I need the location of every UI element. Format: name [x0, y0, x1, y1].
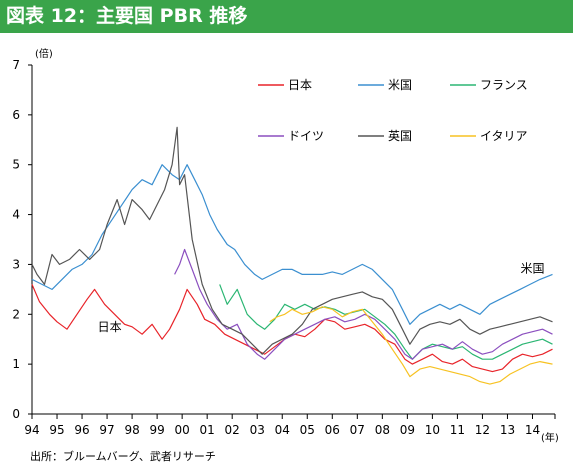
- legend-label: ドイツ: [288, 129, 324, 143]
- x-tick-label: 12: [475, 423, 490, 437]
- y-tick-label: 6: [12, 108, 20, 122]
- y-tick-label: 2: [12, 307, 20, 321]
- x-tick-label: 96: [74, 423, 89, 437]
- x-tick-label: 14: [525, 423, 540, 437]
- x-tick-label: 07: [350, 423, 365, 437]
- x-tick-label: 06: [325, 423, 340, 437]
- y-tick-label: 0: [12, 407, 20, 421]
- x-tick-label: 10: [425, 423, 440, 437]
- x-tick-label: 98: [124, 423, 139, 437]
- x-axis-label: (年): [541, 431, 559, 444]
- x-tick-label: 08: [375, 423, 390, 437]
- legend-label: 米国: [388, 78, 412, 92]
- x-tick-label: 05: [300, 423, 315, 437]
- series-line-イタリア: [269, 306, 553, 385]
- legend-label: 日本: [288, 78, 312, 92]
- x-tick-label: 94: [24, 423, 39, 437]
- x-tick-label: 03: [250, 423, 265, 437]
- legend-label: フランス: [480, 78, 528, 92]
- series-line-ドイツ: [174, 248, 553, 360]
- y-tick-label: 5: [12, 158, 20, 172]
- x-tick-label: 99: [149, 423, 164, 437]
- y-tick-label: 3: [12, 257, 20, 271]
- legend-label: 英国: [388, 129, 412, 143]
- x-tick-label: 13: [500, 423, 515, 437]
- series-line-英国: [31, 126, 553, 355]
- figure-title: 図表 12：主要国 PBR 推移: [0, 0, 573, 33]
- x-tick-label: 02: [225, 423, 240, 437]
- x-tick-label: 00: [175, 423, 190, 437]
- x-tick-label: 04: [275, 423, 290, 437]
- x-tick-label: 95: [49, 423, 64, 437]
- series-line-米国: [31, 164, 553, 325]
- series-line-フランス: [219, 284, 553, 360]
- y-tick-label: 7: [12, 58, 20, 72]
- x-tick-label: 01: [200, 423, 215, 437]
- x-tick-label: 97: [99, 423, 114, 437]
- legend-label: イタリア: [480, 129, 528, 143]
- annotation-label: 日本: [98, 320, 122, 334]
- y-tick-label: 4: [12, 208, 20, 222]
- y-tick-label: 1: [12, 357, 20, 371]
- annotation-label: 米国: [520, 261, 544, 275]
- x-tick-label: 09: [400, 423, 415, 437]
- source-note: 出所：ブルームバーグ、武者リサーチ: [30, 450, 216, 463]
- y-axis-label: (倍): [35, 47, 53, 60]
- x-tick-label: 11: [450, 423, 465, 437]
